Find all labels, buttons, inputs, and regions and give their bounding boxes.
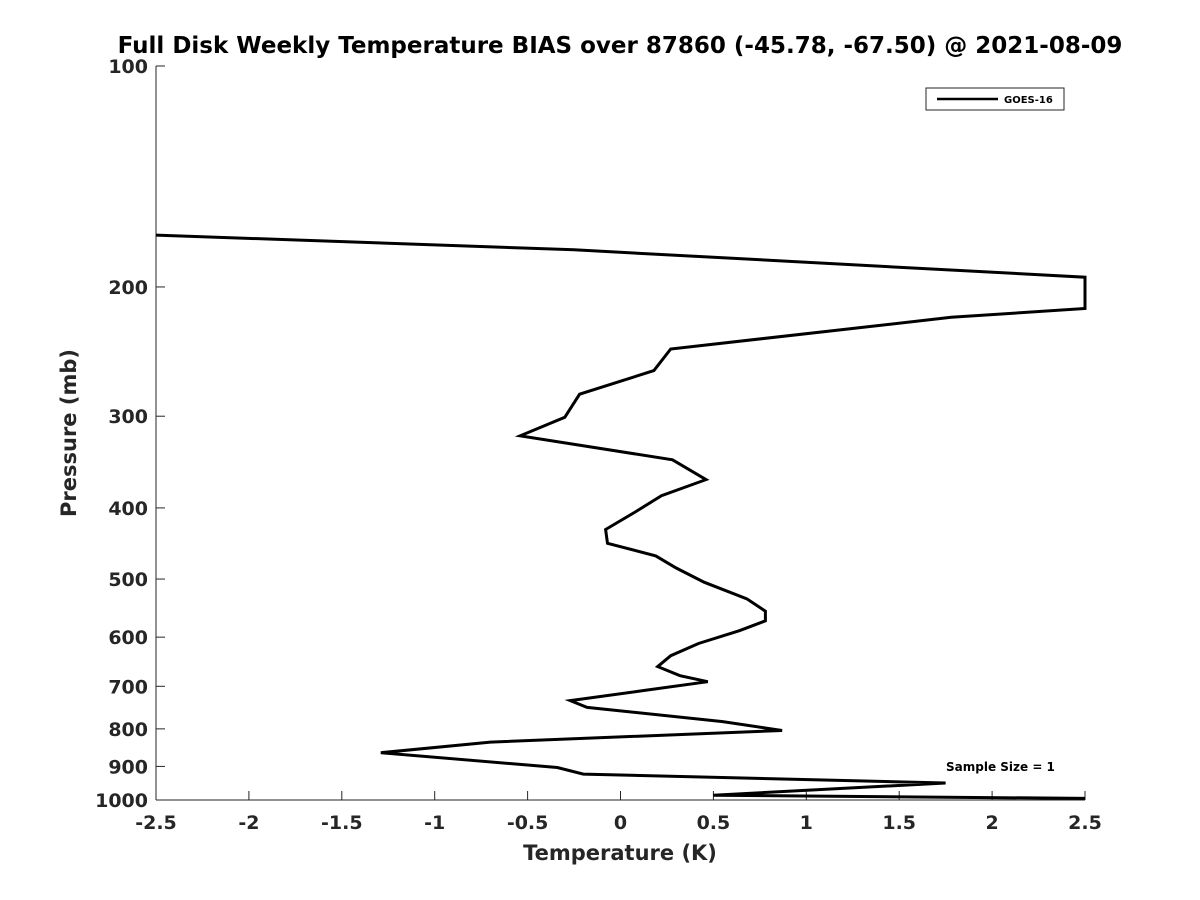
x-tick-label: -0.5 (507, 812, 549, 834)
y-tick-label: 400 (108, 498, 148, 520)
x-tick-label: 0 (614, 812, 627, 834)
x-tick-label: -1 (424, 812, 445, 834)
chart-title: Full Disk Weekly Temperature BIAS over 8… (118, 33, 1123, 59)
y-ticks: 100 200 300 400 500 600 700 800 900 1000 (95, 56, 165, 812)
y-tick-label: 900 (108, 756, 148, 778)
axes (155, 66, 1085, 801)
plot-area (155, 233, 1087, 800)
y-tick-label: 1000 (95, 790, 148, 812)
legend-label-goes-16: GOES-16 (1004, 95, 1053, 106)
x-tick-label: -1.5 (321, 812, 363, 834)
y-tick-label: 700 (108, 676, 148, 698)
x-tick-label: 1.5 (882, 812, 916, 834)
x-tick-label: -2.5 (135, 812, 177, 834)
sample-size-annotation: Sample Size = 1 (946, 760, 1055, 774)
x-tick-label: 2.5 (1068, 812, 1102, 834)
y-tick-label: 300 (108, 406, 148, 428)
y-tick-label: 100 (108, 56, 148, 78)
x-tick-label: 1 (800, 812, 813, 834)
x-ticks: -2.5 -2 -1.5 -1 -0.5 0 0.5 1 1.5 2 2.5 (135, 791, 1102, 834)
x-tick-label: 0.5 (697, 812, 731, 834)
y-tick-label: 200 (108, 277, 148, 299)
y-tick-label: 800 (108, 719, 148, 741)
y-tick-label: 600 (108, 627, 148, 649)
y-axis-label: Pressure (mb) (57, 349, 81, 517)
x-tick-label: -2 (238, 812, 259, 834)
x-axis-label: Temperature (K) (523, 841, 717, 865)
x-tick-label: 2 (985, 812, 998, 834)
y-tick-label: 500 (108, 569, 148, 591)
legend: GOES-16 (925, 87, 1065, 111)
series-line-goes-16 (155, 233, 1087, 800)
